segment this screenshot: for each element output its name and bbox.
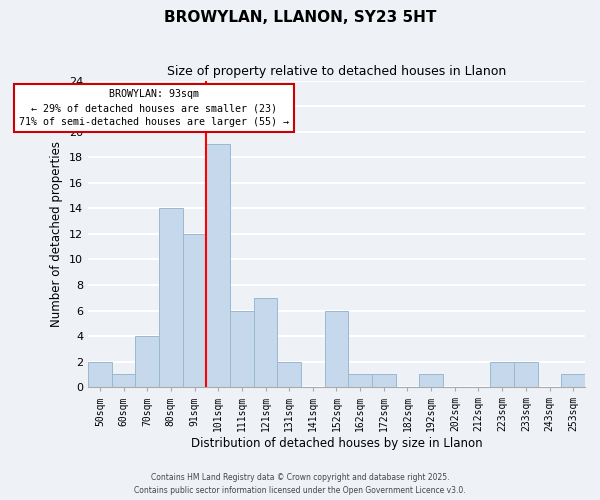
Y-axis label: Number of detached properties: Number of detached properties xyxy=(50,141,64,327)
Bar xyxy=(159,208,182,387)
Text: BROWYLAN: 93sqm
← 29% of detached houses are smaller (23)
71% of semi-detached h: BROWYLAN: 93sqm ← 29% of detached houses… xyxy=(19,90,289,128)
Bar xyxy=(88,362,112,387)
Text: Contains HM Land Registry data © Crown copyright and database right 2025.
Contai: Contains HM Land Registry data © Crown c… xyxy=(134,474,466,495)
Bar xyxy=(182,234,206,387)
Bar xyxy=(254,298,277,387)
Bar xyxy=(349,374,372,387)
Bar xyxy=(277,362,301,387)
Bar xyxy=(325,310,349,387)
X-axis label: Distribution of detached houses by size in Llanon: Distribution of detached houses by size … xyxy=(191,437,482,450)
Bar xyxy=(419,374,443,387)
Title: Size of property relative to detached houses in Llanon: Size of property relative to detached ho… xyxy=(167,65,506,78)
Bar xyxy=(206,144,230,387)
Bar xyxy=(562,374,585,387)
Bar xyxy=(136,336,159,387)
Bar xyxy=(490,362,514,387)
Bar xyxy=(112,374,136,387)
Bar xyxy=(372,374,395,387)
Bar xyxy=(230,310,254,387)
Text: BROWYLAN, LLANON, SY23 5HT: BROWYLAN, LLANON, SY23 5HT xyxy=(164,10,436,25)
Bar xyxy=(514,362,538,387)
